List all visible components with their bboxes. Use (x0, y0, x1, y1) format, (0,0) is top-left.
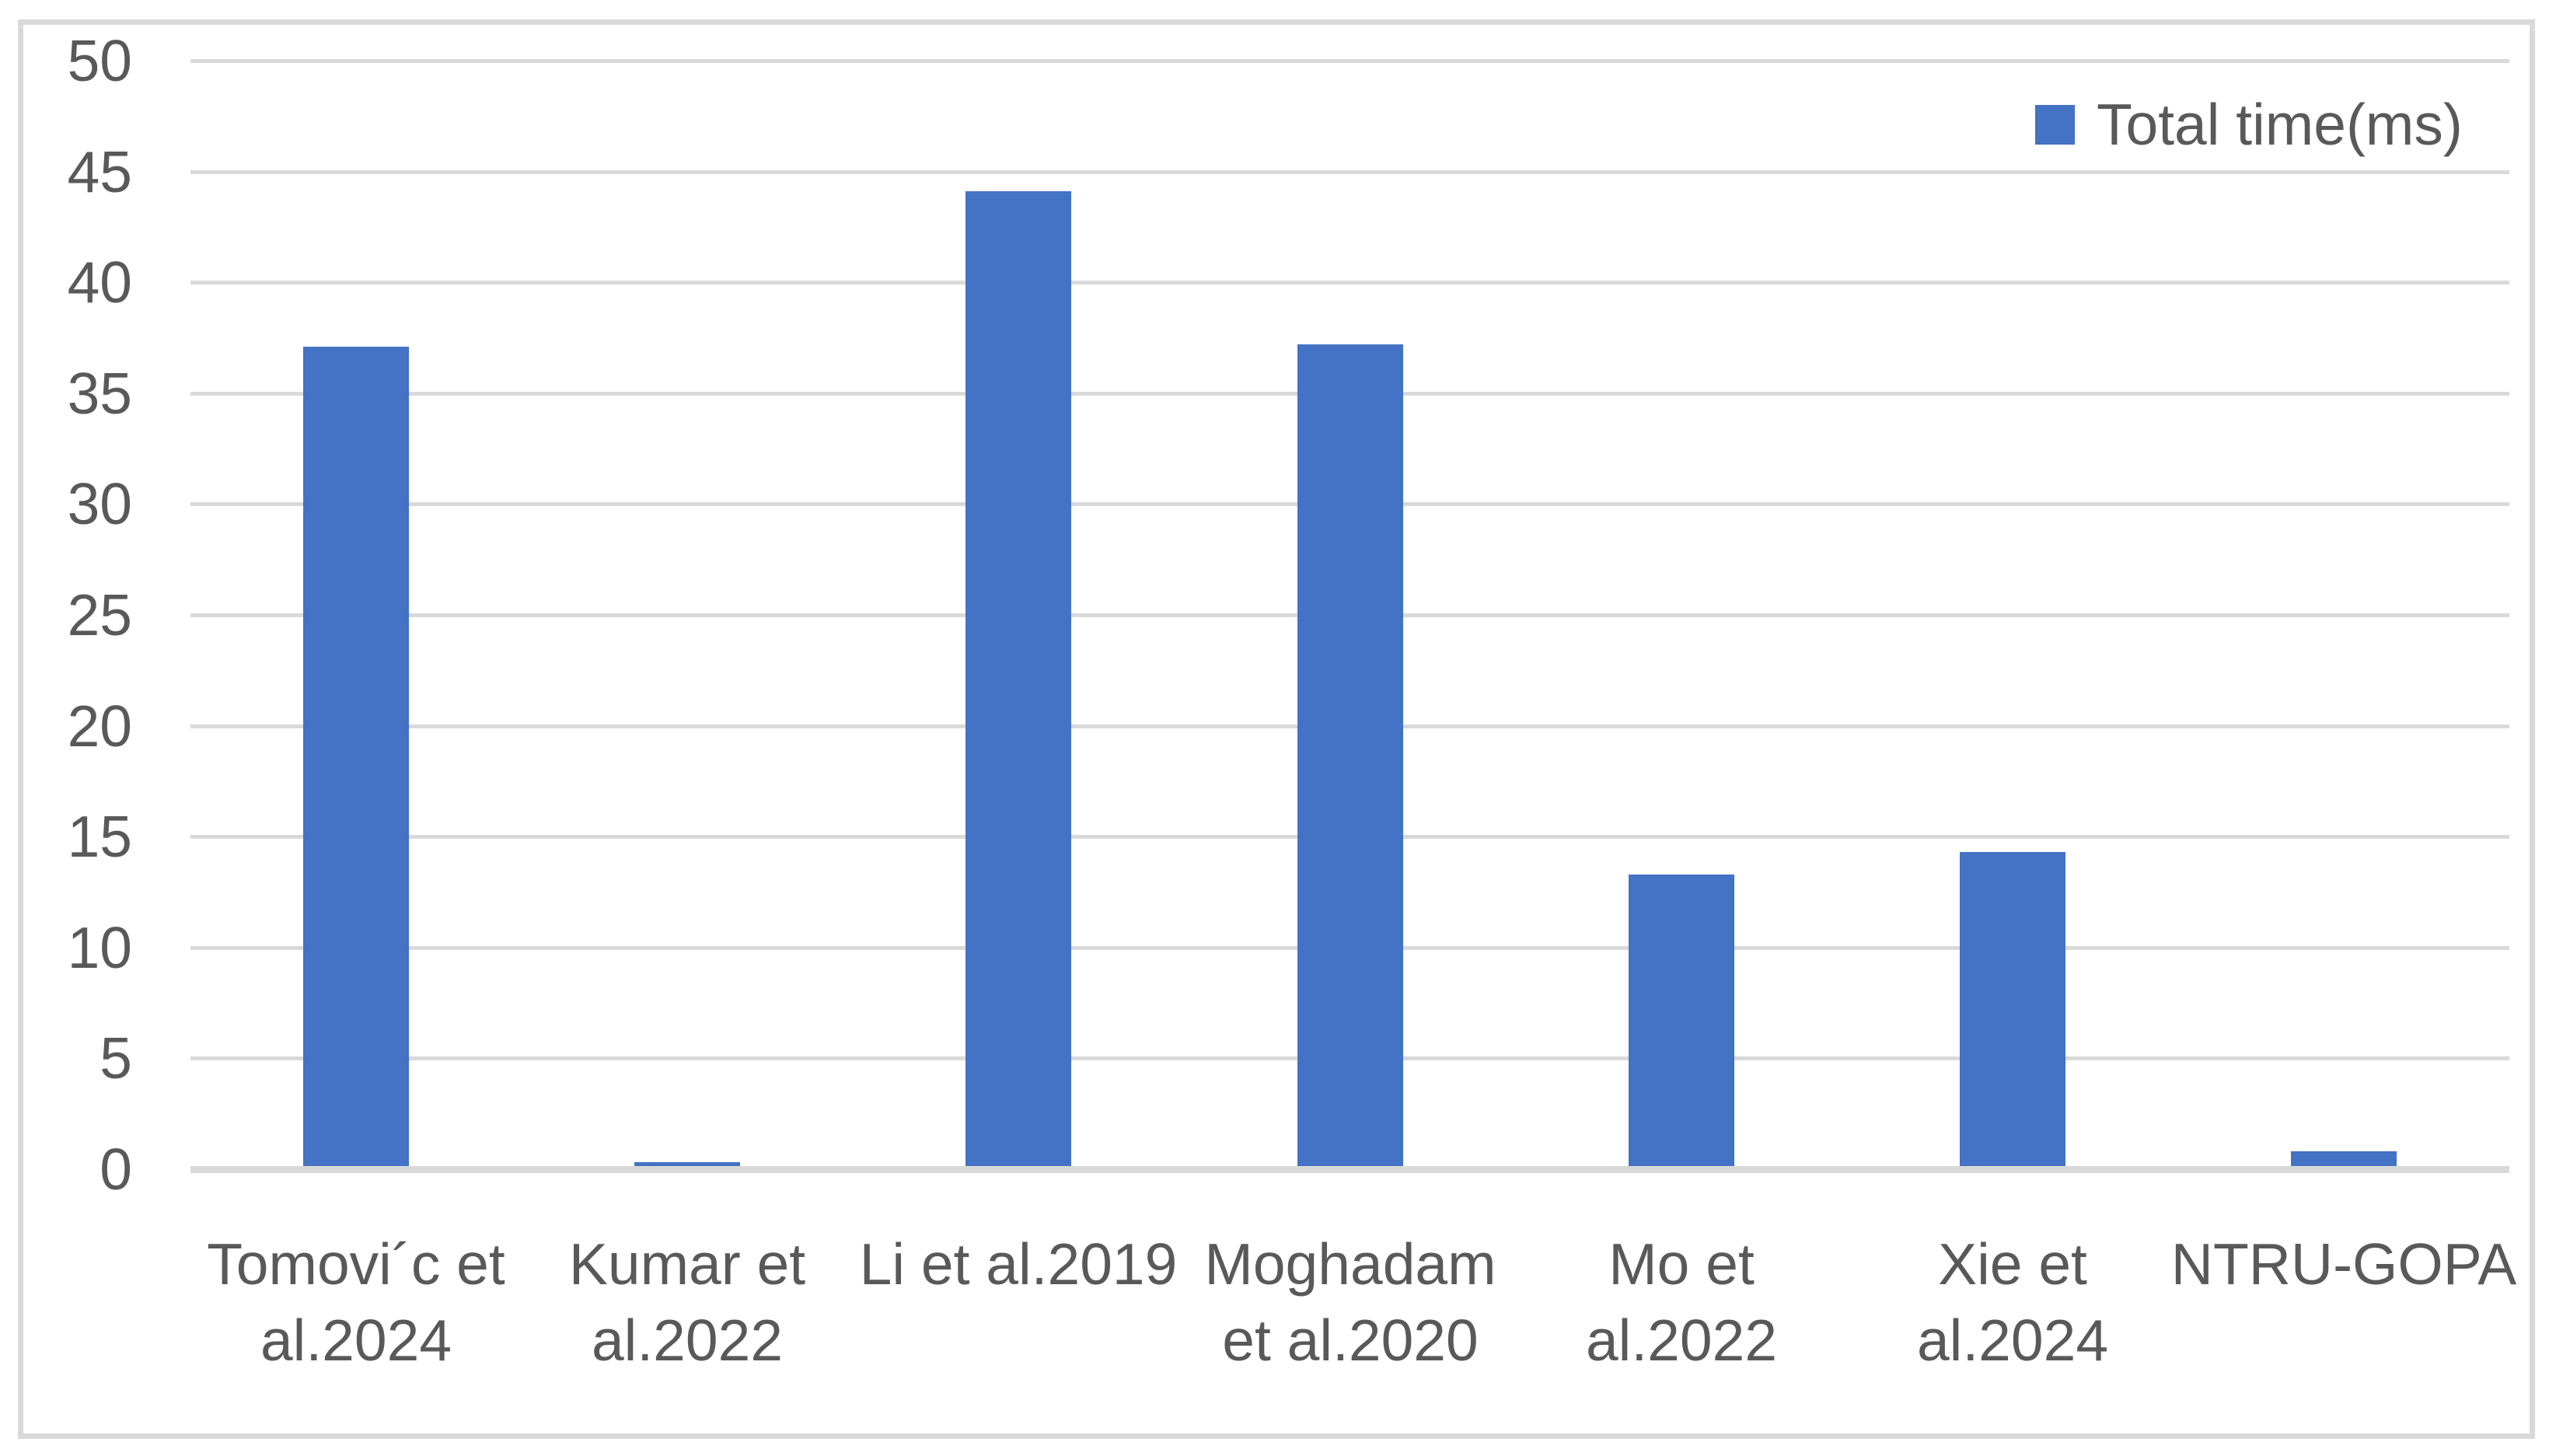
y-tick-label: 20 (67, 693, 132, 759)
legend-series-label: Total time(ms) (2097, 92, 2463, 157)
y-tick-label: 30 (67, 471, 132, 537)
gridline (190, 169, 2509, 174)
x-category-label: Kumar et al.2022 (568, 1231, 806, 1373)
x-category-label: Li et al.2019 (859, 1231, 1178, 1297)
chart-border-frame (18, 19, 2535, 1439)
y-tick-label: 35 (67, 360, 132, 426)
bar (303, 347, 409, 1169)
y-tick-label: 5 (100, 1025, 132, 1091)
gridline (190, 59, 2509, 63)
x-category-label: Tomovi´c et al.2024 (207, 1231, 505, 1373)
y-tick-label: 45 (67, 138, 132, 204)
y-tick-label: 15 (67, 804, 132, 870)
y-tick-label: 10 (67, 914, 132, 980)
x-axis-line (190, 1166, 2509, 1173)
bar (1960, 852, 2065, 1169)
gridline (190, 281, 2509, 285)
y-tick-label: 40 (67, 250, 132, 316)
y-tick-label: 25 (67, 582, 132, 648)
x-category-label: Xie et al.2024 (1916, 1231, 2109, 1373)
x-category-label: Mo et al.2022 (1585, 1231, 1778, 1373)
x-category-label: NTRU-GOPA (2170, 1231, 2517, 1297)
bar (1297, 344, 1403, 1169)
legend-color-swatch (2035, 104, 2075, 145)
bar (2291, 1151, 2397, 1169)
legend: Total time(ms) (2035, 93, 2463, 155)
bar (634, 1162, 740, 1169)
x-category-label: Moghadam et al.2020 (1204, 1231, 1496, 1373)
y-tick-label: 50 (67, 28, 132, 93)
bar (1629, 875, 1734, 1169)
y-tick-label: 0 (100, 1137, 132, 1202)
bar (965, 191, 1071, 1169)
